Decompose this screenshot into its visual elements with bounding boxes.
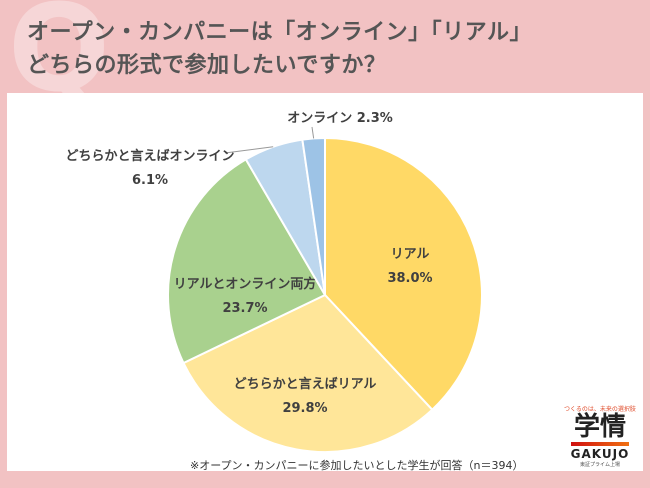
logo-tagline: つくるのは、未来の選択肢: [564, 406, 636, 413]
slice-label: どちらかと言えばオンライン: [65, 148, 234, 164]
slice-label: どちらかと言えばリアル: [234, 376, 377, 392]
logo-sub: 東証プライム上場: [580, 462, 620, 468]
q-watermark: Q: [8, 0, 111, 119]
slice-label: オンライン 2.3%: [287, 111, 393, 126]
slice-value: 6.1%: [132, 173, 168, 188]
leader-line: [311, 126, 315, 139]
leader-line: [224, 146, 274, 154]
logo-kanji: 学情: [573, 412, 626, 442]
slice-value: 38.0%: [387, 271, 432, 286]
page-title: オープン・カンパニーは「オンライン」「リアル」 どちらの形式で参加したいですか？: [27, 16, 532, 82]
pie-slice: [324, 136, 483, 412]
sample-note: ※オープン・カンパニーに参加したいとした学生が回答（n＝394）: [190, 459, 524, 472]
gakujo-logo: つくるのは、未来の選択肢 学情 GAKUJO 東証プライム上場: [563, 404, 637, 468]
title-line2: どちらの形式で参加したいですか？: [27, 53, 387, 78]
pie-slice: [301, 136, 326, 296]
logo-latin: GAKUJO: [570, 447, 630, 461]
slice-label: リアルとオンライン両方: [174, 276, 317, 292]
pie-slice: [167, 158, 327, 365]
slice-label: リアル: [391, 247, 430, 262]
logo-bar: [571, 442, 629, 446]
title-line1: オープン・カンパニーは「オンライン」「リアル」: [27, 20, 532, 45]
slice-value: 29.8%: [282, 401, 327, 416]
slice-value: 23.7%: [222, 301, 267, 316]
